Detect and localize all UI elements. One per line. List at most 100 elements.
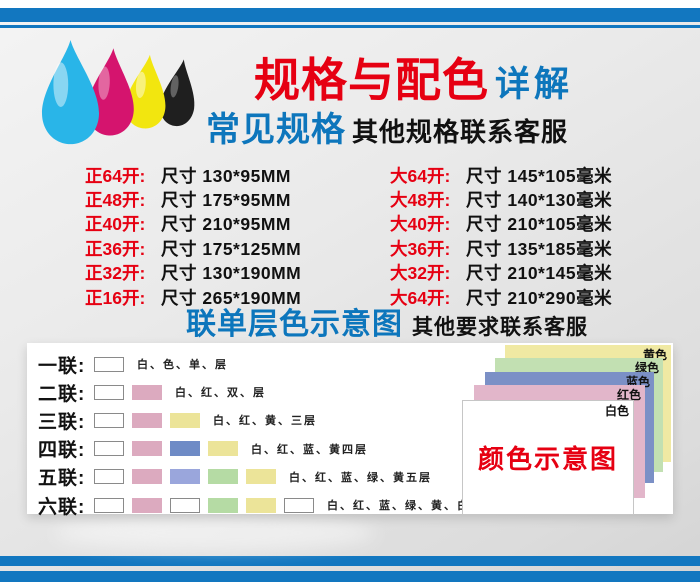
spec-row: 正40开: 尺寸 210*95MM [85, 212, 301, 236]
spec-size-label: 正64开: [85, 165, 146, 186]
spec-row: 大64开: 尺寸 145*105毫米 [390, 163, 612, 187]
spec-size-label: 大64开: [390, 165, 451, 186]
spec-row: 正48开: 尺寸 175*95MM [85, 187, 301, 211]
ply-row-description: 白、红、蓝、绿、黄、白六层 [327, 500, 496, 512]
white-swatch [284, 497, 314, 513]
ply-row: 一联: 白、色、单、层 [38, 353, 228, 377]
title-main: 规格与配色 [254, 54, 489, 106]
white-swatch [94, 384, 124, 400]
color-diagram-label: 颜色示意图 [477, 444, 618, 474]
blue-light-swatch [170, 469, 200, 485]
specs-heading-row: 常见规格 其他规格联系客服 [206, 102, 568, 151]
spec-row: 正64开: 尺寸 130*95MM [85, 163, 301, 187]
pink-swatch [132, 497, 162, 513]
ply-row-label: 五联: [38, 468, 86, 490]
bottom-blue-line [0, 556, 700, 566]
white-swatch [94, 497, 124, 513]
green-swatch [208, 469, 238, 485]
ply-row-description: 白、红、蓝、绿、黄五层 [289, 471, 432, 484]
spec-size-label: 大32开: [390, 263, 451, 284]
white-swatch [170, 497, 200, 513]
blue-swatch [170, 441, 200, 457]
yellow-swatch [170, 412, 200, 428]
layers-heading-row: 联单层色示意图 其他要求联系客服 [186, 299, 588, 343]
spec-size-value: 尺寸 210*95MM [161, 214, 291, 235]
title-suffix: 详解 [495, 65, 574, 104]
sheet-color-label: 白色 [604, 404, 629, 418]
yellow-swatch [246, 469, 276, 485]
layers-heading: 联单层色示意图 [186, 308, 403, 341]
white-swatch [94, 441, 124, 457]
ply-row: 二联: 白、红、双、层 [38, 381, 266, 405]
ply-row-description: 白、红、黄、三层 [213, 415, 317, 428]
spec-row: 大48开: 尺寸 140*130毫米 [390, 187, 612, 211]
pink-swatch [132, 441, 162, 457]
spec-size-value: 尺寸 210*105毫米 [466, 214, 613, 235]
green-swatch [208, 497, 238, 513]
ply-row: 六联: 白、红、蓝、绿、黄、白六层 [38, 494, 496, 518]
spec-size-value: 尺寸 175*95MM [161, 190, 291, 211]
spec-size-value: 尺寸 135*185毫米 [466, 238, 613, 259]
white-swatch [94, 356, 124, 372]
spec-column-large: 大64开: 尺寸 145*105毫米 大48开: 尺寸 140*130毫米 大40开: 尺… [390, 163, 612, 309]
ink-drops-graphic [42, 40, 201, 145]
spec-row: 大40开: 尺寸 210*105毫米 [390, 212, 612, 236]
spec-size-value: 尺寸 130*95MM [161, 165, 291, 186]
sheet-color-label: 红色 [616, 388, 641, 402]
ply-row-label: 一联: [38, 355, 86, 377]
white-swatch [94, 412, 124, 428]
ply-row: 五联: 白、红、蓝、绿、黄五层 [38, 466, 432, 490]
spec-size-label: 正48开: [85, 190, 146, 211]
ply-row-label: 三联: [38, 411, 86, 433]
spec-row: 大32开: 尺寸 210*145毫米 [390, 261, 612, 285]
pink-swatch [132, 469, 162, 485]
ply-row: 三联: 白、红、黄、三层 [38, 409, 317, 433]
layers-note: 其他要求联系客服 [412, 316, 588, 339]
spec-size-label: 正40开: [85, 214, 146, 235]
spec-size-value: 尺寸 140*130毫米 [466, 190, 613, 211]
spec-size-label: 大48开: [390, 190, 451, 211]
yellow-swatch [208, 441, 238, 457]
spec-row: 正36开: 尺寸 175*125MM [85, 236, 301, 260]
top-blue-band [0, 8, 700, 22]
ply-row-description: 白、红、蓝、黄四层 [251, 443, 368, 456]
top-white-strip [0, 0, 700, 8]
spec-size-value: 尺寸 265*190MM [161, 287, 302, 308]
ply-row-description: 白、红、双、层 [175, 387, 266, 400]
spec-size-value: 尺寸 145*105毫米 [466, 165, 613, 186]
spec-row: 大36开: 尺寸 135*185毫米 [390, 236, 612, 260]
specs-note: 其他规格联系客服 [352, 117, 569, 147]
spec-size-value: 尺寸 130*190MM [161, 263, 302, 284]
spec-row: 正16开: 尺寸 265*190MM [85, 285, 301, 309]
spec-size-label: 大36开: [390, 238, 451, 259]
spec-size-label: 大64开: [390, 287, 451, 308]
ply-row-label: 四联: [38, 440, 86, 462]
spec-row: 大64开: 尺寸 210*290毫米 [390, 285, 612, 309]
light-flare [55, 515, 375, 551]
pink-swatch [132, 412, 162, 428]
spec-size-value: 尺寸 175*125MM [161, 238, 302, 259]
spec-size-label: 正16开: [85, 287, 146, 308]
spec-size-value: 尺寸 210*145毫米 [466, 263, 613, 284]
spec-size-label: 大40开: [390, 214, 451, 235]
spec-column-standard: 正64开: 尺寸 130*95MM 正48开: 尺寸 175*95MM 正40开: 尺寸 … [85, 163, 301, 309]
top-blue-line [0, 25, 700, 28]
black-ink-drop [157, 57, 201, 129]
bottom-blue-band [0, 571, 700, 582]
pink-swatch [132, 384, 162, 400]
spec-size-label: 正32开: [85, 263, 146, 284]
ply-row-description: 白、色、单、层 [137, 359, 228, 371]
ply-row-label: 二联: [38, 383, 86, 405]
specs-heading: 常见规格 [206, 111, 346, 149]
cyan-ink-drop [42, 40, 99, 145]
yellow-swatch [246, 497, 276, 513]
color-sheet: 白色颜色示意图 [462, 400, 634, 515]
sheet-color-label: 绿色 [634, 361, 659, 375]
spec-row: 正32开: 尺寸 130*190MM [85, 261, 301, 285]
white-swatch [94, 469, 124, 485]
page-title: 规格与配色 详解 [254, 44, 573, 110]
spec-size-label: 正36开: [85, 238, 146, 259]
spec-size-value: 尺寸 210*290毫米 [466, 287, 613, 308]
ply-row: 四联: 白、红、蓝、黄四层 [38, 438, 368, 462]
